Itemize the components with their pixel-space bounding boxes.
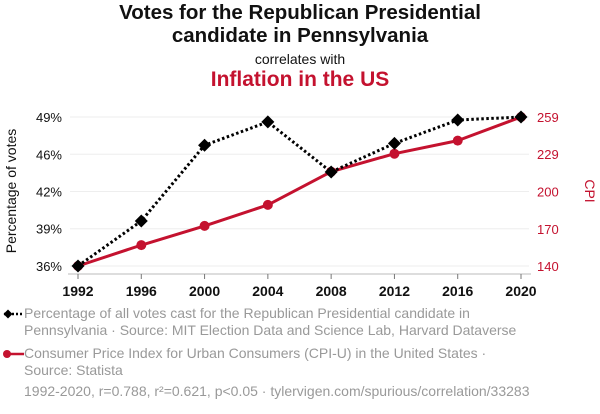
votes-data-point	[71, 259, 85, 273]
x-tick-label: 1992	[62, 283, 93, 299]
chart-subtitle: correlates with	[254, 51, 346, 67]
votes-line	[77, 115, 522, 268]
votes-data-point	[387, 136, 401, 150]
diamond-marker-icon	[3, 309, 13, 319]
cpi-data-point	[136, 240, 147, 251]
y-left-tick-label: 46%	[36, 147, 62, 162]
legend-votes-line2: Pennsylvania · Source: MIT Election Data…	[24, 322, 517, 338]
votes-data-point	[324, 165, 338, 179]
y-right-tick-label: 229	[537, 147, 559, 162]
legend-cpi-line1: Consumer Price Index for Urban Consumers…	[24, 345, 487, 361]
cpi-data-point	[452, 135, 463, 146]
cpi-data-point	[262, 199, 273, 210]
legend-item-votes: Percentage of all votes cast for the Rep…	[3, 305, 584, 339]
y-axis-right-label: CPI	[582, 179, 598, 202]
chart-title: Votes for the Republican Presidential ca…	[0, 1, 600, 47]
y-left-tick-label: 42%	[36, 185, 62, 200]
x-tick-label: 2012	[379, 283, 410, 299]
gridlines	[70, 116, 529, 267]
legend-cpi-line2: Source: Statista	[24, 362, 123, 378]
series-layer	[71, 110, 528, 273]
x-tick-label: 2004	[252, 283, 283, 299]
x-axis-ticks: 1992 1996 2000 2004 2008 2012 2016 2020	[62, 274, 537, 299]
chart-title-line1: Votes for the Republican Presidential	[119, 1, 481, 24]
legend-item-cpi: Consumer Price Index for Urban Consumers…	[3, 345, 584, 379]
y-left-tick-label: 49%	[36, 110, 62, 125]
y-right-tick-label: 200	[537, 184, 559, 199]
y-axis-left-ticks: 36% 39% 42% 46% 49%	[36, 110, 62, 274]
x-tick-label: 2000	[189, 283, 220, 299]
x-tick-label: 2016	[442, 283, 473, 299]
y-right-tick-label: 170	[537, 222, 559, 237]
y-right-tick-label: 259	[537, 110, 559, 125]
votes-data-point	[134, 214, 148, 228]
x-tick-label: 2020	[505, 283, 536, 299]
y-right-tick-label: 140	[537, 259, 559, 274]
cpi-line	[77, 115, 522, 268]
y-left-tick-label: 39%	[36, 222, 62, 237]
y-axis-left-label: Percentage of votes	[3, 129, 19, 254]
y-left-tick-label: 36%	[36, 259, 62, 274]
legend-votes-line1: Percentage of all votes cast for the Rep…	[24, 305, 470, 321]
votes-data-point	[514, 110, 528, 124]
y-axis-right-ticks: 140 170 200 229 259	[537, 110, 559, 274]
votes-data-point	[451, 113, 465, 127]
cpi-data-point	[389, 148, 400, 159]
chart-canvas: 1992 1996 2000 2004 2008 2012 2016 2020 36% 39% 4…	[3, 110, 598, 299]
chart-title-line2: candidate in Pennsylvania	[171, 24, 429, 47]
legend-marker-votes	[3, 309, 24, 319]
x-tick-label: 1996	[126, 283, 157, 299]
cpi-data-point	[199, 220, 210, 231]
correlation-footer: 1992-2020, r=0.788, r²=0.621, p<0.05 · t…	[24, 383, 530, 399]
legend-marker-cpi	[3, 350, 24, 358]
x-tick-label: 2008	[316, 283, 347, 299]
circle-marker-icon	[3, 350, 11, 358]
chart-title-secondary: Inflation in the US	[210, 68, 390, 91]
votes-data-point	[198, 138, 212, 152]
votes-data-point	[261, 115, 275, 129]
